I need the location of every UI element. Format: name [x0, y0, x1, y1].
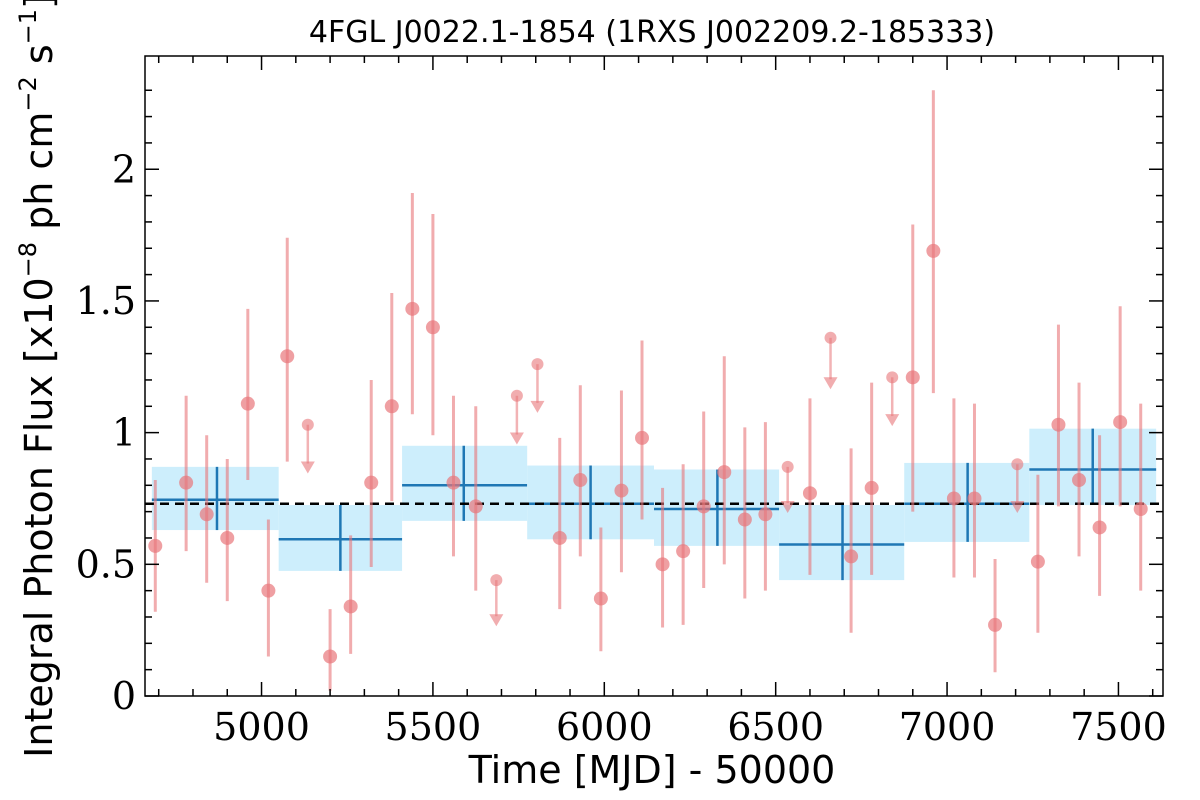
x-tick-label-3: 6500	[727, 705, 824, 749]
flux-point-18	[614, 483, 629, 498]
flux-point-37	[1092, 520, 1107, 535]
upper-limit-point-3	[531, 358, 544, 371]
flux-point-32	[967, 491, 982, 506]
flux-point-23	[717, 465, 732, 480]
flux-point-19	[635, 430, 650, 445]
chart-title: 4FGL J0022.1-1854 (1RXS J002209.2-185333…	[309, 15, 995, 50]
flux-point-21	[676, 544, 691, 559]
flux-point-20	[655, 557, 670, 572]
upper-limit-arrow-0	[300, 461, 315, 474]
flux-point-31	[946, 491, 961, 506]
flux-point-15	[552, 530, 567, 545]
flux-point-28	[864, 480, 879, 495]
upper-limits-layer	[300, 331, 1025, 627]
y-tick-label-1: 0.5	[76, 542, 136, 586]
flux-point-5	[261, 583, 276, 598]
flux-point-26	[802, 486, 817, 501]
x-tick-label-1: 5500	[385, 705, 482, 749]
flux-point-25	[758, 507, 773, 522]
flux-point-35	[1051, 417, 1066, 432]
upper-limit-arrow-6	[885, 414, 900, 427]
flux-point-4	[240, 396, 255, 411]
flux-point-3	[220, 530, 235, 545]
flux-point-36	[1072, 473, 1087, 488]
flux-point-11	[405, 301, 420, 316]
flux-point-33	[988, 617, 1003, 632]
y-tick-label-3: 1.5	[76, 279, 136, 323]
flux-point-17	[593, 591, 608, 606]
flux-point-38	[1113, 415, 1128, 430]
x-tick-label-4: 7000	[899, 705, 996, 749]
flux-point-27	[844, 549, 859, 564]
x-tick-label-0: 5000	[213, 705, 310, 749]
x-tick-label-2: 6000	[556, 705, 653, 749]
axis-ticks: 5000 5500 6000 6500 7000 7500 0 0.5 1 1.5 2	[76, 56, 1167, 749]
upper-limit-point-7	[1011, 458, 1024, 471]
upper-limit-point-2	[510, 389, 523, 402]
flux-point-14	[468, 499, 483, 514]
flux-point-16	[573, 473, 588, 488]
flux-point-34	[1030, 554, 1045, 569]
bin-band-0	[151, 466, 279, 531]
flux-point-6	[280, 349, 295, 364]
flux-points-layer	[148, 90, 1148, 691]
upper-limit-arrow-7	[1010, 501, 1025, 514]
flux-point-13	[446, 475, 461, 490]
flux-point-8	[343, 599, 358, 614]
upper-limit-point-1	[490, 574, 503, 587]
flux-point-30	[926, 243, 941, 258]
plot-frame	[144, 55, 1164, 697]
y-tick-label-0: 0	[112, 674, 136, 718]
flux-point-9	[364, 475, 379, 490]
flux-point-24	[737, 512, 752, 527]
upper-limit-point-5	[824, 331, 837, 344]
flux-point-2	[199, 507, 214, 522]
flux-point-7	[323, 649, 338, 664]
upper-limit-point-0	[301, 418, 314, 431]
upper-limit-point-4	[781, 460, 794, 473]
y-tick-label-4: 2	[112, 147, 136, 191]
flux-point-39	[1133, 502, 1148, 517]
upper-limit-point-6	[886, 371, 899, 384]
flux-point-22	[696, 499, 711, 514]
flux-point-29	[905, 370, 920, 385]
upper-limit-arrow-3	[530, 400, 545, 413]
x-tick-label-5: 7500	[1070, 705, 1167, 749]
flux-point-10	[384, 399, 399, 414]
flux-point-1	[179, 475, 194, 490]
flux-point-0	[148, 538, 163, 553]
y-tick-label-2: 1	[112, 411, 136, 455]
upper-limit-arrow-1	[489, 614, 504, 627]
x-axis-label: Time [MJD] - 50000	[468, 748, 836, 792]
upper-limit-arrow-2	[509, 432, 524, 445]
upper-limit-arrow-4	[780, 501, 795, 514]
flux-point-12	[425, 320, 440, 335]
y-axis-label: Integral Photon Flux [x10−8 ph cm−2 s−1]	[14, 0, 61, 758]
upper-limit-arrow-5	[823, 377, 838, 390]
binned-flux-layer	[151, 428, 1157, 581]
